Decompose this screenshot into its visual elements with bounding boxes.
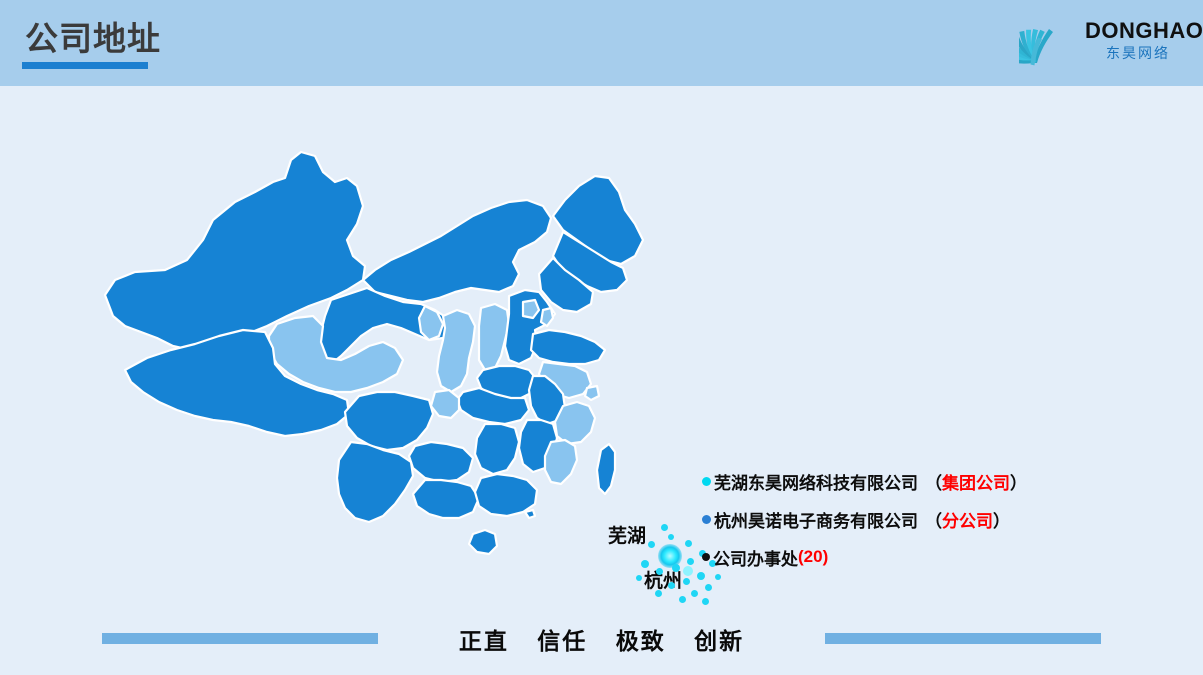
footer-slogan: 正直 信任 极致 创新 [0,622,1203,656]
province-shanghai [583,384,601,402]
map-marker-office[interactable] [685,540,692,547]
map-marker-office[interactable] [705,584,712,591]
logo-subtitle: 东昊网络 [1106,45,1170,61]
province-henan [475,364,539,402]
province-hainan [467,528,499,556]
legend-accent-label: 集团公司 [942,473,1010,493]
logo-text-block: DONGHAO 东昊网络 [1085,18,1203,63]
legend-paren-close: ） [993,511,1010,531]
map-marker-office[interactable] [702,598,709,605]
map-marker-office[interactable] [641,560,649,568]
page-title: 公司地址 [25,20,161,57]
slogan-word-2: 信任 [537,628,588,654]
legend-item-headquarters: 芜湖东昊网络科技有限公司 （ 集团公司 ） [702,462,1102,500]
province-fujian [543,438,579,486]
province-shaanxi [435,308,477,394]
china-map-svg [103,150,645,556]
legend-accent-label: (20) [798,547,829,566]
slogan-word-3: 极致 [615,628,666,654]
donghao-fan-logo-icon [999,7,1085,73]
map-marker-office[interactable] [687,558,694,565]
legend-accent-label: 分公司 [942,511,993,531]
company-logo: DONGHAO 东昊网络 [999,5,1203,77]
legend-bullet-icon [702,476,711,486]
map-marker-office[interactable] [697,572,705,580]
province-shandong [529,328,607,366]
province-guangdong [473,472,539,518]
map-marker-office[interactable] [679,596,686,603]
footer-bar-right [825,633,1101,644]
map-marker-office[interactable] [709,560,716,567]
legend-label: 芜湖东昊网络科技有限公司 [714,473,918,493]
map-marker-office[interactable] [636,575,642,581]
slogan-word-4: 创新 [694,628,745,654]
legend-item-offices: 公司办事处 (20) [702,538,1102,576]
legend-paren-close: ） [1010,473,1027,493]
legend: 芜湖东昊网络科技有限公司 （ 集团公司 ） 杭州昊诺电子商务有限公司 （ 分公司… [702,462,1102,576]
province-tianjin [539,306,555,328]
map-marker-office[interactable] [715,574,721,580]
province-taiwan [595,442,617,496]
map-marker-office[interactable] [668,534,674,540]
map-marker-office[interactable] [648,541,655,548]
title-underline [22,62,148,69]
map-marker-office[interactable] [672,564,680,572]
province-hunan [473,422,521,476]
province-shanxi [477,302,511,372]
province-beijing [521,298,541,320]
province-zhejiang [553,400,597,446]
province-ningxia [417,304,445,342]
map-marker-office[interactable] [668,582,675,589]
province-hongkong [523,508,537,520]
china-map: 芜湖 杭州 [95,120,735,620]
legend-bullet-icon [702,514,711,524]
map-marker-office[interactable] [683,578,690,585]
map-marker-office[interactable] [656,568,663,575]
footer-bar-left [102,633,378,644]
page-header: 公司地址 [0,0,1203,86]
slogan-word-1: 正直 [458,628,509,654]
legend-item-branch: 杭州昊诺电子商务有限公司 （ 分公司 ） [702,500,1102,538]
legend-label: 公司办事处 [713,549,798,569]
province-hubei [455,386,531,426]
map-marker-office[interactable] [691,590,698,597]
province-chongqing [429,388,461,420]
province-sichuan [343,390,435,452]
legend-paren-open: （ [925,473,942,493]
province-liaoning [537,256,595,314]
map-marker-office-highlight[interactable] [683,566,693,576]
province-qinghai [267,314,405,394]
legend-label: 杭州昊诺电子商务有限公司 [714,511,918,531]
map-label-wuhu: 芜湖 [608,526,647,547]
province-guangxi [411,478,481,520]
province-yunnan [335,440,415,524]
legend-paren-open: （ [925,511,942,531]
map-marker-office[interactable] [661,524,668,531]
map-marker-office[interactable] [655,590,662,597]
logo-name: DONGHAO [1085,18,1203,43]
province-guizhou [407,440,475,484]
province-inner-mongolia [361,198,553,304]
legend-bullet-icon [702,553,710,561]
